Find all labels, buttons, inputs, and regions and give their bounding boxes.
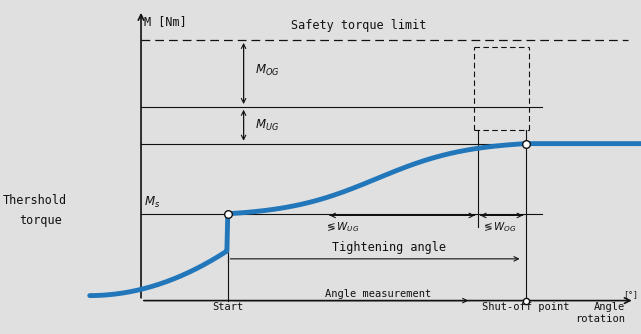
Text: $\lessgtr W_{UG}$: $\lessgtr W_{UG}$ (324, 220, 359, 234)
Text: $M_{OG}$: $M_{OG}$ (255, 62, 279, 78)
Text: Tightening angle: Tightening angle (333, 241, 446, 254)
Text: M [Nm]: M [Nm] (144, 15, 187, 28)
Text: Safety torque limit: Safety torque limit (291, 19, 427, 32)
Text: Angle measurement: Angle measurement (325, 289, 431, 299)
Text: [°]: [°] (623, 290, 638, 299)
Text: Thershold: Thershold (3, 194, 67, 207)
Text: $M_s$: $M_s$ (144, 195, 160, 210)
Text: Start: Start (212, 302, 243, 312)
Text: Shut-off point: Shut-off point (482, 302, 569, 312)
Text: torque: torque (19, 214, 62, 227)
Text: $M_{UG}$: $M_{UG}$ (255, 118, 279, 133)
Text: $\lessgtr W_{OG}$: $\lessgtr W_{OG}$ (481, 220, 517, 234)
Text: Angle
rotation: Angle rotation (575, 302, 625, 324)
